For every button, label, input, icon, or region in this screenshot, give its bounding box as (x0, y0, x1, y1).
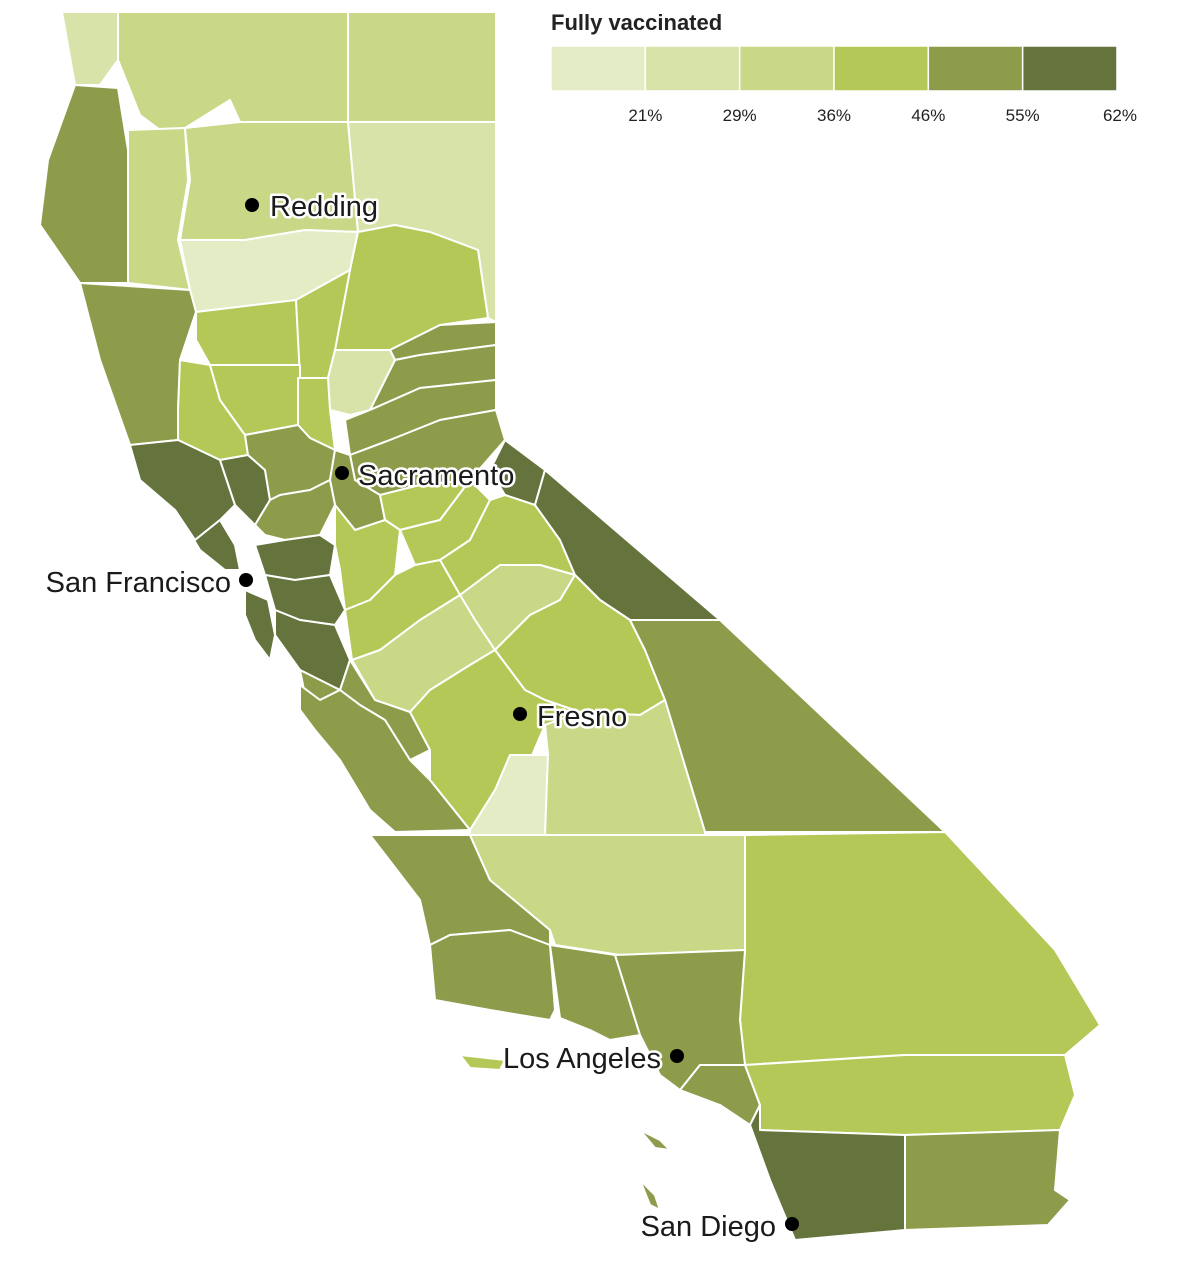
county-santa-catalina-island (639, 1129, 671, 1151)
county-yuba (327, 349, 396, 416)
city-label-fresno: Fresno (537, 701, 627, 733)
legend-swatch-6 (1021, 45, 1118, 92)
legend-title: Fully vaccinated (551, 10, 722, 35)
county-santa-barbara (429, 929, 556, 1021)
city-label-san-francisco: San Francisco (46, 567, 231, 599)
county-imperial (904, 1129, 1071, 1231)
county-san-clemente-island (639, 1179, 661, 1211)
county-modoc (347, 11, 497, 123)
county-del-norte (61, 11, 119, 86)
legend-swatch-4 (833, 45, 930, 92)
city-marker-fresno (513, 707, 527, 721)
county-marin (174, 509, 241, 571)
legend-tick-label: 46% (911, 106, 945, 125)
city-label-los-angeles: Los Angeles (503, 1043, 661, 1075)
county-layer (39, 11, 1101, 1241)
legend-tick-label: 62% (1103, 106, 1137, 125)
city-label-san-diego: San Diego (641, 1211, 776, 1243)
county-humboldt (39, 84, 129, 284)
county-glenn (195, 299, 301, 366)
city-label-redding: Redding (270, 191, 378, 223)
legend-tick-label: 55% (1006, 106, 1040, 125)
legend-swatch-3 (738, 45, 835, 92)
legend-tick-label: 36% (817, 106, 851, 125)
county-solano (254, 479, 336, 541)
city-marker-san-diego (785, 1217, 799, 1231)
legend-swatch-5 (927, 45, 1024, 92)
legend-tick-label: 29% (723, 106, 757, 125)
legend-swatch-1 (550, 45, 647, 92)
city-layer: Redding Sacramento San Francisco Fresno Los … (43, 189, 799, 1246)
county-monterey (299, 684, 471, 833)
city-marker-sacramento (335, 466, 349, 480)
legend-ticks: 21% 29% 36% 46% 55% 62% (628, 106, 1137, 125)
legend-swatch-2 (644, 45, 741, 92)
county-san-bernardino (739, 831, 1101, 1066)
city-marker-redding (245, 198, 259, 212)
county-santa-rosa-island (459, 1054, 506, 1071)
city-marker-san-francisco (239, 573, 253, 587)
city-label-sacramento: Sacramento (358, 460, 514, 492)
county-san-mateo (244, 589, 276, 661)
legend-tick-label: 21% (628, 106, 662, 125)
county-contra-costa (254, 534, 336, 581)
legend-swatches (550, 45, 1118, 92)
county-riverside (744, 1054, 1076, 1136)
city-marker-los-angeles (670, 1049, 684, 1063)
legend: Fully vaccinated 21% 29% 36% 46% 55% 62% (550, 10, 1137, 125)
county-siskiyou (117, 11, 349, 131)
county-trinity (127, 127, 191, 291)
